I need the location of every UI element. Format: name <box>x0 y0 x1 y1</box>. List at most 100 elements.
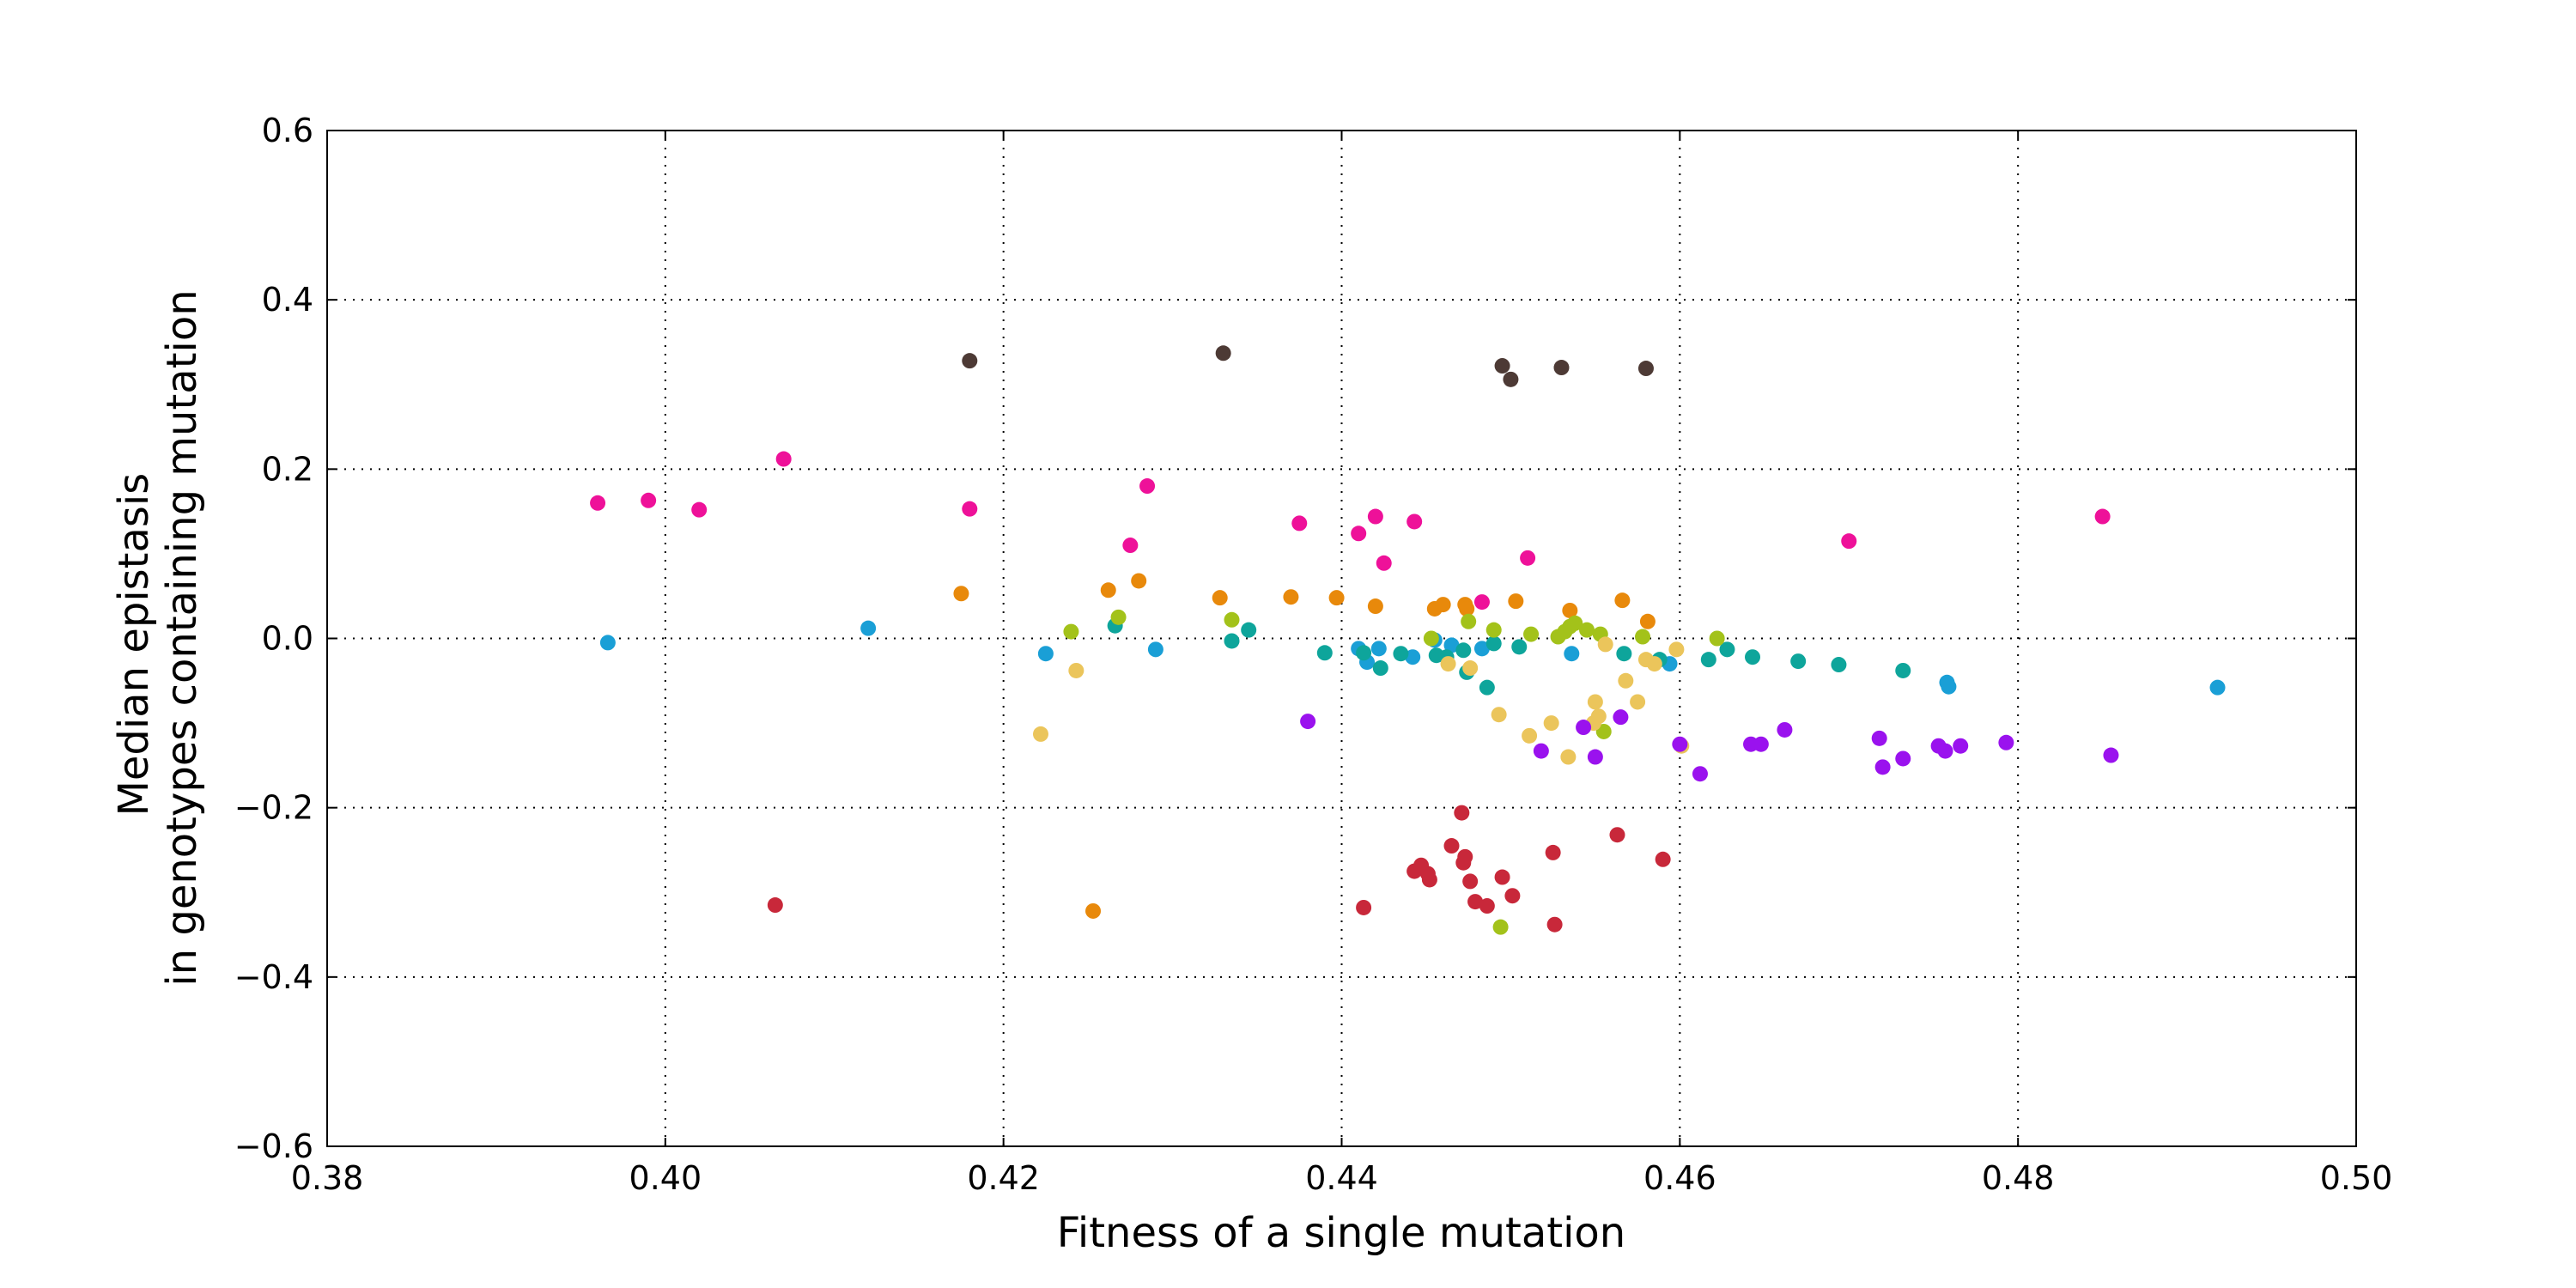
data-point <box>1560 749 1577 765</box>
data-point <box>1224 611 1240 628</box>
data-point <box>1457 848 1473 865</box>
data-point <box>2209 679 2226 696</box>
data-point <box>1485 635 1502 652</box>
data-point <box>1895 662 1911 678</box>
data-point <box>962 501 978 517</box>
data-point <box>1753 736 1769 752</box>
data-point <box>1139 478 1156 495</box>
data-point <box>775 451 792 467</box>
data-point <box>1630 694 1646 710</box>
data-point <box>1508 593 1524 610</box>
data-point <box>1745 649 1761 665</box>
x-tick-label: 0.44 <box>1305 1159 1378 1197</box>
data-point <box>1543 715 1559 732</box>
series-6 <box>1032 636 1690 765</box>
data-point <box>1637 361 1654 377</box>
axis-ticks <box>326 130 2357 1147</box>
data-point <box>1937 743 1953 759</box>
data-point <box>2094 508 2111 525</box>
x-axis-title: Fitness of a single mutation <box>1057 1209 1625 1257</box>
x-tick-label: 0.42 <box>967 1159 1040 1197</box>
data-point <box>1443 637 1460 653</box>
data-point <box>1709 630 1725 647</box>
data-point <box>641 492 657 508</box>
data-point <box>1895 750 1911 767</box>
data-point <box>1459 600 1475 617</box>
data-point <box>1110 609 1127 625</box>
data-point <box>1613 709 1629 726</box>
data-point <box>1440 656 1456 672</box>
y-tick-labels: −0.6 −0.4 −0.2 0.0 0.2 0.4 0.6 <box>234 112 313 1165</box>
data-point <box>1443 838 1460 854</box>
data-point <box>1941 678 1957 695</box>
data-point <box>1291 515 1308 532</box>
data-point <box>1576 720 1592 736</box>
data-point <box>1700 652 1716 668</box>
data-point <box>1100 582 1116 598</box>
series-2 <box>953 573 1656 919</box>
x-tick-labels: 0.38 0.40 0.42 0.44 0.46 0.48 0.50 <box>291 1159 2393 1197</box>
x-tick-label: 0.46 <box>1643 1159 1716 1197</box>
x-tick-label: 0.40 <box>629 1159 702 1197</box>
data-point <box>1618 672 1634 689</box>
data-point <box>1841 533 1857 550</box>
data-point <box>1564 646 1580 662</box>
data-point <box>1871 730 1887 746</box>
data-point <box>1351 526 1367 542</box>
data-point <box>1356 645 1372 661</box>
data-point <box>691 501 708 518</box>
data-point <box>1672 736 1688 752</box>
data-point <box>1473 594 1490 611</box>
y-tick-label: 0.2 <box>262 450 313 488</box>
data-point <box>1494 869 1510 885</box>
data-point <box>1462 660 1479 677</box>
data-point <box>1485 622 1502 638</box>
data-point <box>1522 727 1538 744</box>
data-point <box>1777 721 1793 738</box>
y-tick-label: −0.2 <box>234 789 313 827</box>
data-point <box>1461 613 1477 629</box>
data-point <box>1692 766 1708 782</box>
series-0 <box>962 345 1654 387</box>
data-point <box>1032 726 1048 742</box>
data-point <box>1405 649 1421 665</box>
data-point <box>1454 805 1470 821</box>
data-point <box>1597 636 1613 653</box>
data-points <box>590 345 2226 935</box>
data-point <box>1283 589 1299 605</box>
data-point <box>1068 662 1084 678</box>
x-tick-label: 0.48 <box>1982 1159 2055 1197</box>
data-point <box>1372 660 1388 677</box>
data-point <box>1328 590 1345 606</box>
data-point <box>1473 641 1490 657</box>
data-point <box>1655 851 1671 867</box>
y-axis-title-line-1: Median epistasis <box>110 473 158 817</box>
series-3 <box>599 620 2226 696</box>
data-point <box>1063 623 1079 640</box>
data-point <box>1504 888 1521 904</box>
data-point <box>1376 555 1392 571</box>
data-point <box>1406 513 1423 530</box>
data-point <box>1224 633 1240 649</box>
data-point <box>1435 597 1451 613</box>
y-tick-label: −0.4 <box>234 958 313 996</box>
data-point <box>860 620 877 636</box>
y-tick-label: 0.4 <box>262 281 313 319</box>
data-point <box>1479 898 1495 914</box>
data-point <box>1553 360 1570 376</box>
data-point <box>1215 345 1231 361</box>
y-tick-label: −0.6 <box>234 1127 313 1165</box>
data-point <box>1790 653 1807 670</box>
data-point <box>1614 592 1631 609</box>
data-point <box>1609 827 1625 843</box>
data-point <box>1616 646 1632 662</box>
data-point <box>1147 641 1163 658</box>
data-point <box>1587 694 1603 710</box>
data-point <box>1037 646 1054 662</box>
data-point <box>1567 615 1583 631</box>
data-point <box>1462 873 1479 890</box>
data-point <box>1523 626 1540 642</box>
data-point <box>1300 714 1316 730</box>
grid-lines <box>327 131 2356 1146</box>
data-point <box>1562 602 1578 618</box>
